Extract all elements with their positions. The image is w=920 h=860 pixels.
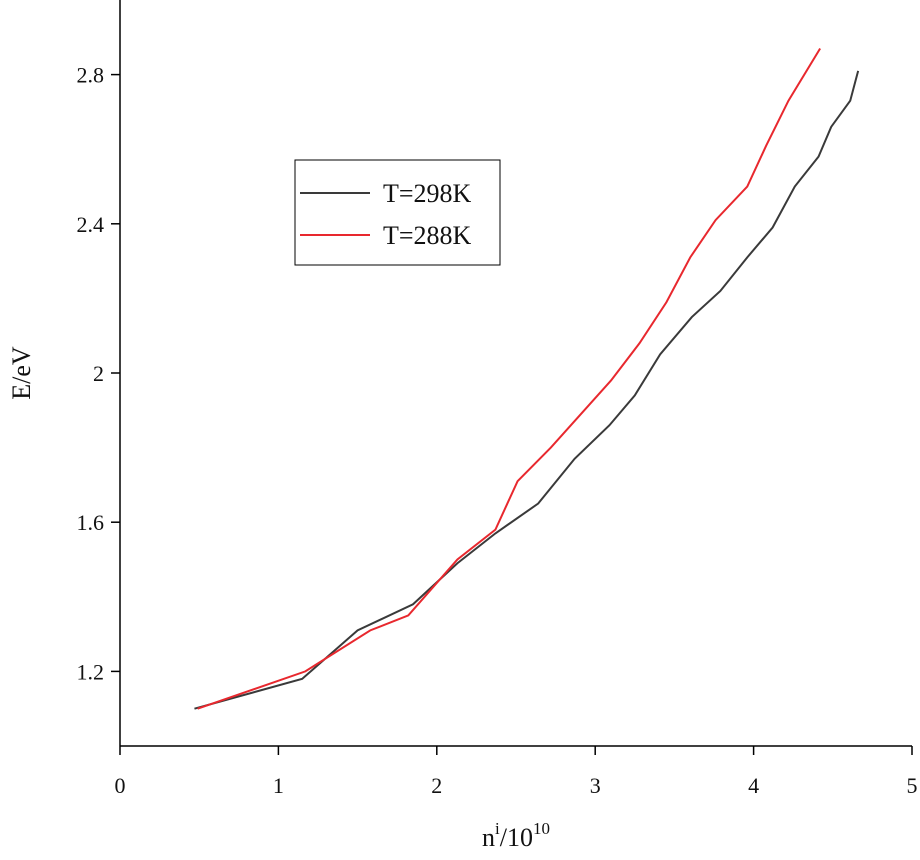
legend-label: T=298K — [383, 179, 472, 208]
legend-label: T=288K — [383, 221, 472, 250]
y-tick-label: 2.8 — [77, 63, 105, 88]
x-axis-title-sup: i — [495, 819, 500, 838]
x-axis-title-part: n — [482, 823, 495, 852]
line-series — [194, 70, 860, 710]
x-axis-title: ni/1010 — [482, 819, 550, 852]
x-tick-label: 1 — [273, 773, 284, 798]
legend-box — [294, 159, 501, 266]
x-tick-label: 5 — [907, 773, 918, 798]
y-tick-label: 2 — [93, 361, 104, 386]
x-tick-label: 4 — [748, 773, 759, 798]
x-tick-label: 2 — [431, 773, 442, 798]
x-tick-label: 0 — [115, 773, 126, 798]
y-axis-title: E/eV — [7, 346, 36, 400]
y-tick-label: 2.4 — [77, 212, 105, 237]
x-axis-title-sup: 10 — [533, 819, 550, 838]
line-series — [197, 47, 821, 710]
y-tick-label: 1.6 — [77, 510, 105, 535]
y-tick-label: 1.2 — [77, 659, 105, 684]
x-axis-title-part: /10 — [500, 823, 533, 852]
x-tick-label: 3 — [590, 773, 601, 798]
